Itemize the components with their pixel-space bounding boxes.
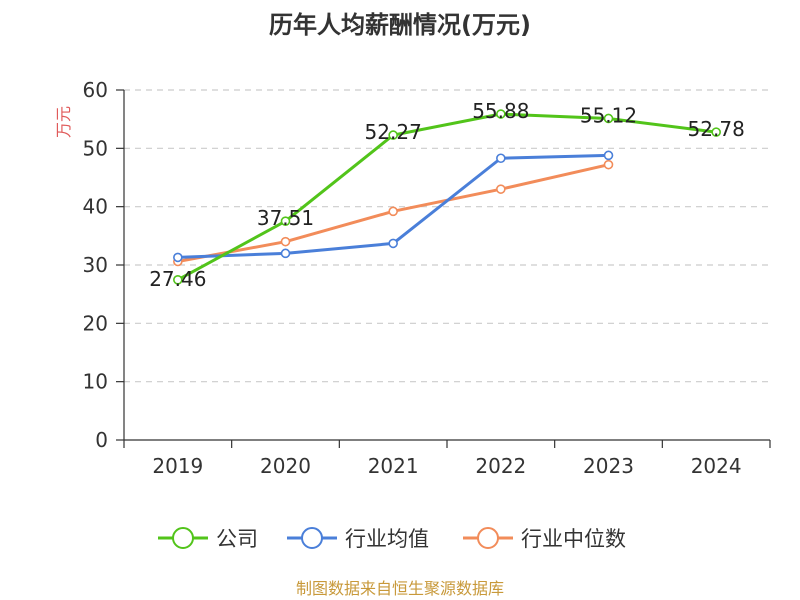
x-tick-label: 2021 [368, 454, 419, 478]
y-tick-label: 30 [83, 253, 108, 277]
data-point [603, 159, 614, 170]
data-point [280, 248, 291, 259]
data-point [388, 130, 398, 140]
x-tick-label: 2023 [583, 454, 634, 478]
legend-item-0: 公司 [158, 527, 258, 551]
data-point [173, 275, 183, 285]
legend-item-1: 行业均值 [287, 527, 429, 551]
x-tick-label: 2019 [152, 454, 203, 478]
series-1 [173, 150, 614, 263]
legend-label: 行业中位数 [521, 527, 626, 551]
series-layer [173, 109, 721, 285]
data-point [603, 113, 614, 124]
y-tick-label: 10 [83, 370, 108, 394]
data-label: 55.12 [580, 103, 637, 127]
data-point [173, 252, 183, 263]
data-point [496, 109, 506, 119]
data-point [388, 238, 398, 249]
x-tick-label: 2024 [691, 454, 742, 478]
series-2 [173, 159, 614, 267]
y-tick-label: 50 [83, 136, 108, 160]
axes: 0 10 20 30 40 50 60 2019 2020 2021 2022 2023 2024 [83, 78, 771, 478]
source-note: 制图数据来自恒生聚源数据库 [296, 579, 504, 598]
chart-title: 历年人均薪酬情况(万元) [269, 11, 531, 39]
legend-label: 行业均值 [345, 527, 429, 551]
data-point [711, 127, 721, 137]
y-tick-label: 0 [95, 428, 108, 452]
legend-label: 公司 [216, 527, 258, 551]
data-label: 37.51 [257, 206, 314, 230]
data-point [388, 206, 398, 217]
data-point [496, 184, 506, 194]
legend-item-2: 行业中位数 [463, 527, 626, 551]
series-line [176, 112, 718, 282]
legend-marker [477, 527, 499, 549]
data-label: 55.88 [472, 99, 529, 123]
x-tick-label: 2022 [475, 454, 526, 478]
y-tick-label: 40 [83, 195, 108, 219]
data-point [603, 150, 614, 161]
legend-marker [172, 527, 194, 549]
data-labels: 27.46 37.51 52.27 55.88 55.12 52.78 [149, 99, 745, 291]
y-axis-label: 万元 [54, 106, 73, 138]
data-label: 52.78 [688, 117, 745, 141]
grid-lines [124, 89, 770, 383]
data-point [496, 153, 506, 164]
y-tick-label: 20 [83, 311, 108, 335]
legend-marker [301, 527, 323, 549]
legend: 公司 行业均值 行业中位数 [158, 527, 626, 551]
data-label: 52.27 [365, 120, 422, 144]
data-label: 27.46 [149, 267, 206, 291]
data-point [280, 236, 291, 247]
series-0 [173, 109, 721, 285]
y-tick-label: 60 [83, 78, 108, 102]
data-point [280, 216, 291, 226]
x-tick-label: 2020 [260, 454, 311, 478]
